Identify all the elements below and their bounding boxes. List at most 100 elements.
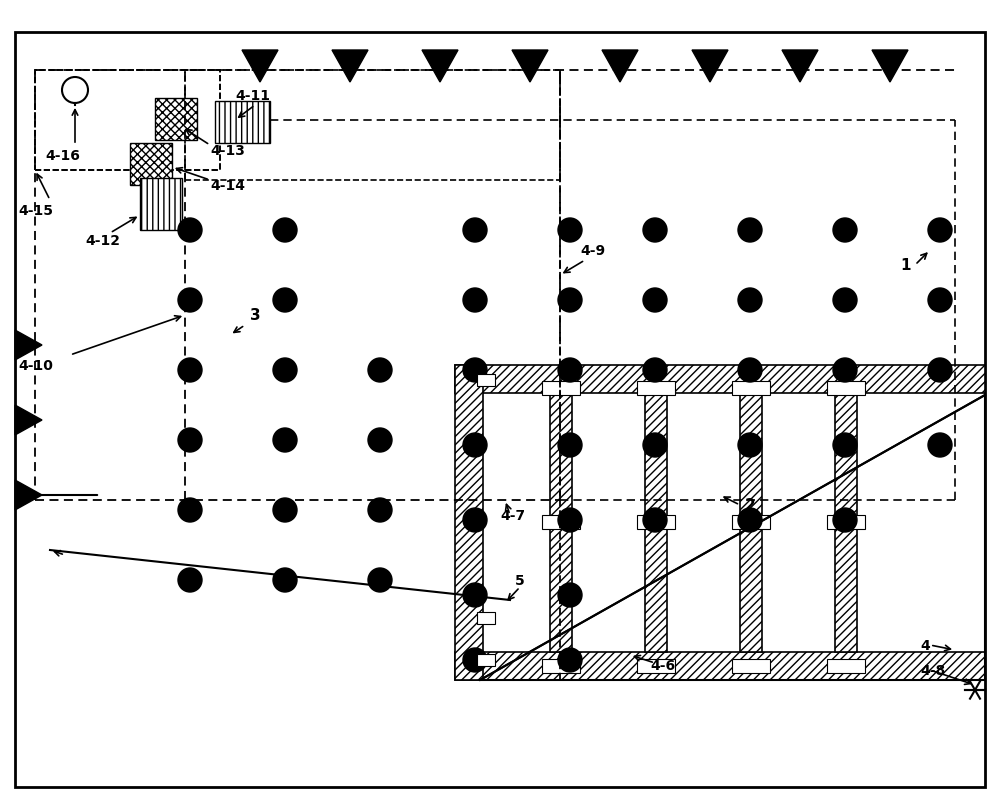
Text: 4-10: 4-10 — [18, 359, 53, 373]
Circle shape — [928, 358, 952, 382]
Circle shape — [558, 648, 582, 672]
Bar — [542, 659, 580, 673]
Circle shape — [178, 568, 202, 592]
Polygon shape — [692, 50, 728, 82]
Circle shape — [463, 648, 487, 672]
Polygon shape — [15, 330, 42, 360]
Bar — [35, 70, 220, 170]
Circle shape — [463, 433, 487, 457]
Bar — [732, 515, 770, 530]
Circle shape — [463, 508, 487, 532]
Circle shape — [833, 508, 857, 532]
Bar — [542, 515, 580, 530]
Text: 2: 2 — [745, 498, 756, 513]
Bar — [732, 659, 770, 673]
Bar — [140, 178, 182, 230]
Polygon shape — [512, 50, 548, 82]
Circle shape — [738, 218, 762, 242]
Bar — [637, 659, 675, 673]
Bar — [35, 70, 220, 170]
Text: 5: 5 — [515, 574, 525, 588]
Text: 4-8: 4-8 — [920, 664, 945, 678]
Circle shape — [558, 358, 582, 382]
Bar — [185, 70, 560, 180]
Circle shape — [463, 358, 487, 382]
Circle shape — [273, 288, 297, 312]
Bar — [455, 652, 985, 680]
Bar — [637, 515, 675, 530]
Circle shape — [558, 583, 582, 607]
Text: 3: 3 — [250, 308, 261, 323]
Bar — [550, 393, 572, 652]
Bar — [637, 381, 675, 395]
Circle shape — [558, 508, 582, 532]
Text: 4-6: 4-6 — [650, 659, 675, 673]
Circle shape — [643, 433, 667, 457]
Circle shape — [273, 428, 297, 452]
Circle shape — [738, 433, 762, 457]
Polygon shape — [242, 50, 278, 82]
Bar — [155, 98, 197, 140]
Circle shape — [273, 498, 297, 522]
Circle shape — [738, 358, 762, 382]
Text: 1: 1 — [900, 258, 910, 273]
Circle shape — [558, 288, 582, 312]
Circle shape — [833, 358, 857, 382]
Circle shape — [738, 288, 762, 312]
Circle shape — [178, 498, 202, 522]
Polygon shape — [872, 50, 908, 82]
Circle shape — [833, 288, 857, 312]
Circle shape — [928, 288, 952, 312]
Text: 4-9: 4-9 — [580, 244, 605, 258]
Polygon shape — [782, 50, 818, 82]
Circle shape — [178, 358, 202, 382]
Circle shape — [368, 428, 392, 452]
Bar — [835, 393, 857, 652]
Bar — [827, 659, 865, 673]
Bar — [477, 654, 495, 666]
Circle shape — [178, 428, 202, 452]
Circle shape — [643, 288, 667, 312]
Bar — [645, 393, 667, 652]
Circle shape — [833, 433, 857, 457]
Polygon shape — [332, 50, 368, 82]
Text: 4-16: 4-16 — [45, 149, 80, 163]
Polygon shape — [602, 50, 638, 82]
Text: 4-11: 4-11 — [235, 89, 270, 103]
Polygon shape — [422, 50, 458, 82]
Bar — [130, 143, 172, 185]
Text: 4: 4 — [920, 639, 930, 653]
Bar — [455, 365, 985, 393]
Circle shape — [178, 288, 202, 312]
Circle shape — [833, 218, 857, 242]
Bar — [732, 381, 770, 395]
Bar — [740, 393, 762, 652]
Circle shape — [273, 218, 297, 242]
Bar — [827, 381, 865, 395]
Bar — [455, 365, 483, 680]
Text: 4-13: 4-13 — [210, 144, 245, 158]
Text: 4-14: 4-14 — [210, 179, 245, 193]
Polygon shape — [15, 480, 42, 510]
Circle shape — [368, 498, 392, 522]
Bar — [542, 381, 580, 395]
Circle shape — [643, 508, 667, 532]
Circle shape — [928, 433, 952, 457]
Bar — [827, 515, 865, 530]
Circle shape — [738, 508, 762, 532]
Bar — [215, 101, 270, 143]
Circle shape — [368, 358, 392, 382]
Circle shape — [368, 568, 392, 592]
Circle shape — [558, 218, 582, 242]
Circle shape — [463, 288, 487, 312]
Bar — [477, 374, 495, 386]
Text: 4-7: 4-7 — [500, 509, 525, 523]
Circle shape — [178, 218, 202, 242]
Text: 4-15: 4-15 — [18, 204, 53, 218]
Bar — [477, 612, 495, 624]
Text: 4-12: 4-12 — [85, 234, 120, 248]
Circle shape — [463, 583, 487, 607]
Circle shape — [273, 568, 297, 592]
Circle shape — [273, 358, 297, 382]
Circle shape — [643, 358, 667, 382]
